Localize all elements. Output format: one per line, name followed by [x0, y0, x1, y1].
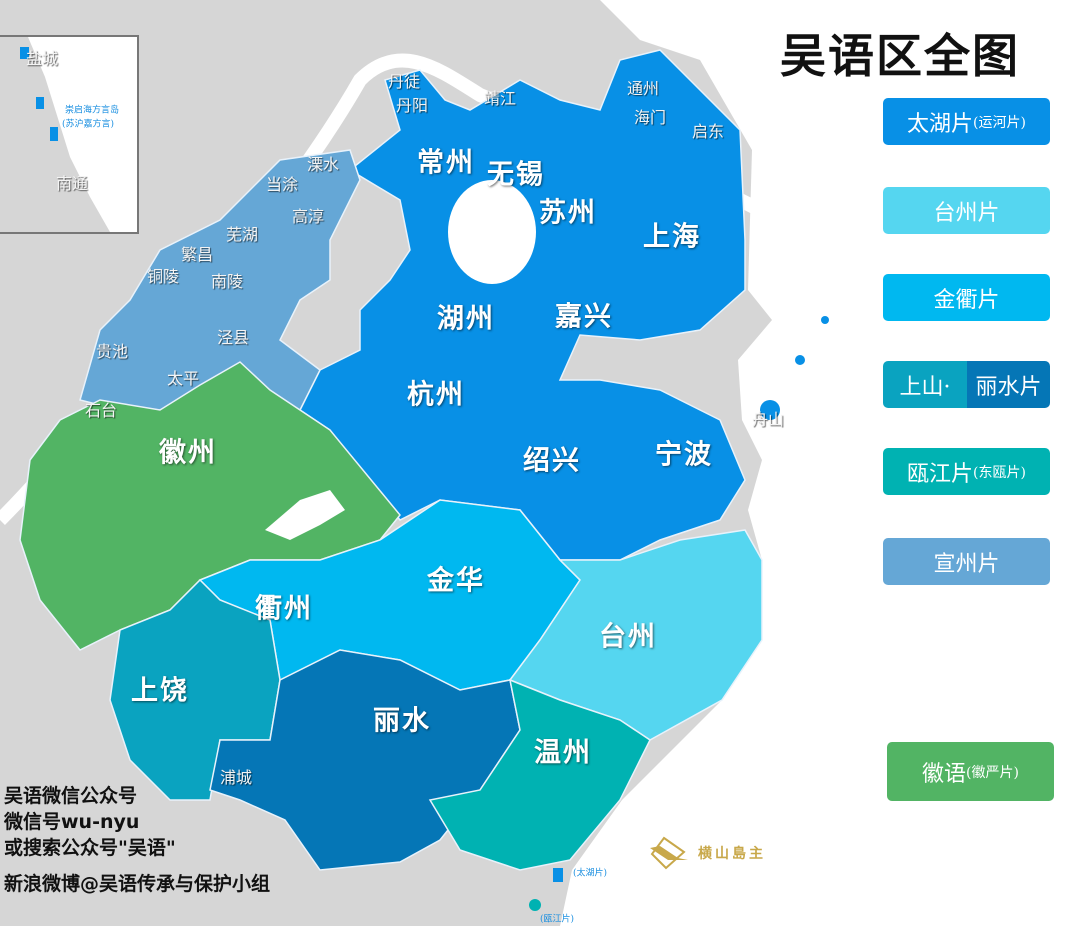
city-label-quzhou: 衢州: [255, 593, 313, 625]
legend-label: 太湖片: [907, 111, 974, 137]
city-label-huzhou: 湖州: [437, 303, 495, 335]
legend-item-taihu: 太湖片 (运河片): [883, 98, 1050, 145]
legend-item-oujiang: 瓯江片 (东瓯片): [883, 448, 1050, 495]
place-label-tongling: 铜陵: [146, 267, 180, 286]
note-oujiang-enclave: (瓯江片): [539, 914, 575, 925]
map-title: 吴语区全图: [780, 29, 1020, 83]
place-label-nanling: 南陵: [210, 272, 244, 291]
city-label-shanghai: 上海: [643, 221, 701, 253]
place-label-gaochun: 高淳: [291, 207, 325, 226]
place-label-pucheng: 浦城: [219, 768, 253, 787]
inset-map: 盐城 南通 崇启海方言岛 (苏沪嘉方言): [0, 35, 139, 234]
legend-label: 台州片: [933, 200, 1000, 226]
city-label-jinhua: 金华: [427, 565, 485, 597]
credit-line: 微信号wu-nyu: [4, 811, 140, 833]
credit-line: 新浪微博@吴语传承与保护小组: [4, 873, 271, 895]
city-label-taizhou: 台州: [599, 621, 657, 653]
region-taizhou: [508, 529, 763, 741]
inset-city-yancheng: 盐城: [25, 49, 59, 68]
legend-label: 徽语: [922, 761, 967, 787]
city-label-changzhou: 常州: [417, 147, 475, 179]
enclave-taihu: [553, 868, 563, 882]
place-label-taiping: 太平: [166, 369, 200, 388]
legend-item-huiyu: 徽语 (徽严片): [887, 742, 1054, 801]
legend-label: 宣州片: [933, 551, 1000, 577]
place-label-danyang: 丹阳: [395, 96, 429, 115]
zhoushan-island: [821, 316, 829, 324]
legend-item-shangshan-lishui: 上山· 丽水片: [883, 361, 1050, 408]
city-label-suzhou: 苏州: [539, 197, 597, 229]
legend-note: (徽严片): [966, 764, 1019, 781]
region-oujiang: [428, 678, 651, 871]
place-label-fanchang: 繁昌: [180, 245, 214, 264]
place-label-zhoushan: 舟山: [751, 410, 785, 429]
legend-note: (运河片): [973, 114, 1026, 131]
legend-item-jinqu: 金衢片: [883, 274, 1050, 321]
place-label-qidong: 启东: [691, 122, 725, 141]
credit-line: 或搜索公众号"吴语": [4, 837, 176, 859]
inset-land: [0, 37, 110, 232]
inset-note-1: 崇启海方言岛: [64, 105, 120, 116]
region-huiyu: [19, 361, 401, 651]
city-label-wenzhou: 温州: [534, 737, 592, 769]
credits: 吴语微信公众号 微信号wu-nyu 或搜索公众号"吴语" 新浪微博@吴语传承与保…: [4, 783, 270, 897]
place-label-wuhu: 芜湖: [225, 225, 259, 244]
legend-note: (东瓯片): [973, 464, 1026, 481]
legend-label-lishui: 丽水片: [967, 361, 1050, 408]
watermark-text: 横山島主: [698, 846, 766, 862]
city-label-jiaxing: 嘉兴: [555, 301, 613, 333]
place-label-dangtu: 当涂: [265, 175, 299, 194]
place-label-shitai: 石台: [84, 401, 118, 420]
credit-line: 吴语微信公众号: [4, 785, 138, 807]
city-label-huizhou: 徽州: [159, 437, 217, 469]
place-label-guichi: 贵池: [95, 342, 129, 361]
watermark-logo: 横山島主: [648, 836, 766, 870]
legend-label: 金衢片: [933, 287, 1000, 313]
bird-logo-icon: [650, 836, 688, 870]
inset-note-2: (苏沪嘉方言): [61, 119, 115, 130]
city-label-shangrao: 上饶: [131, 675, 189, 707]
city-label-shaoxing: 绍兴: [523, 445, 581, 477]
zhoushan-island: [795, 355, 805, 365]
zhoushan-island: [760, 400, 780, 420]
legend-label: 瓯江片: [907, 461, 974, 487]
city-label-ningbo: 宁波: [655, 439, 713, 471]
place-label-jingjiang: 靖江: [483, 89, 517, 108]
place-label-dantu: 丹徒: [387, 72, 421, 91]
place-label-lishui-js: 溧水: [306, 155, 340, 174]
city-label-lishui: 丽水: [373, 705, 431, 737]
lake-taihu: [448, 180, 536, 284]
city-label-wuxi: 无锡: [487, 159, 545, 191]
legend-item-taizhou: 台州片: [883, 187, 1050, 234]
legend-item-xuanzhou: 宣州片: [883, 538, 1050, 585]
enclave-oujiang: [529, 899, 541, 911]
city-label-hangzhou: 杭州: [407, 379, 465, 411]
note-taihu-enclave: (太湖片): [572, 868, 608, 879]
legend-label-shangshan: 上山·: [883, 361, 967, 408]
place-label-haimen: 海门: [633, 108, 667, 127]
inset-city-nantong: 南通: [55, 174, 89, 193]
place-label-tongzhou: 通州: [626, 79, 660, 98]
lake-qiandao: [265, 490, 345, 540]
place-label-jingxian: 泾县: [216, 328, 250, 347]
